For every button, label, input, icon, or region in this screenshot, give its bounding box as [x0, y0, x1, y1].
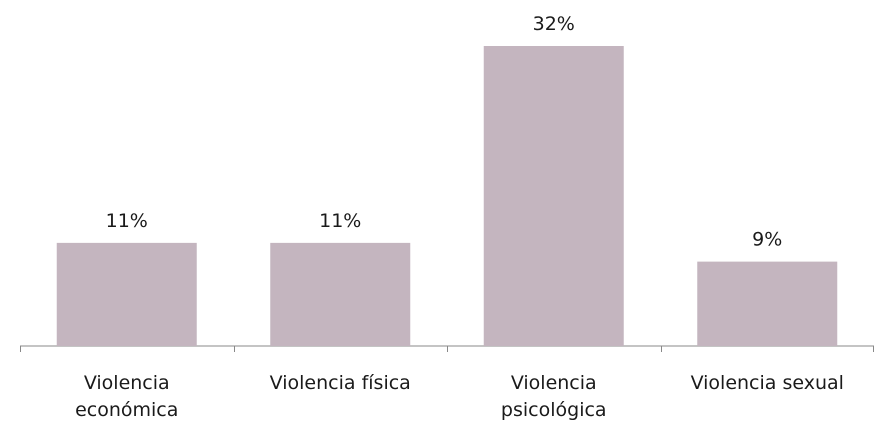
bars [56, 46, 838, 346]
bar [56, 242, 197, 346]
data-label: 9% [752, 229, 782, 251]
data-label: 32% [533, 13, 575, 35]
category-labels: Violencia económica Violencia física Violen… [75, 372, 844, 421]
bar [270, 242, 411, 346]
category-label: Violencia física [270, 372, 411, 394]
data-labels: 11% 11% 32% 9% [106, 13, 783, 251]
category-label: Violencia económica [75, 372, 178, 421]
bar [697, 261, 838, 346]
data-label: 11% [319, 210, 361, 232]
x-axis [20, 345, 874, 352]
data-label: 11% [106, 210, 148, 232]
category-label: Violencia sexual [691, 372, 844, 394]
category-label: Violencia psicológica [501, 372, 607, 421]
bar [483, 46, 624, 346]
